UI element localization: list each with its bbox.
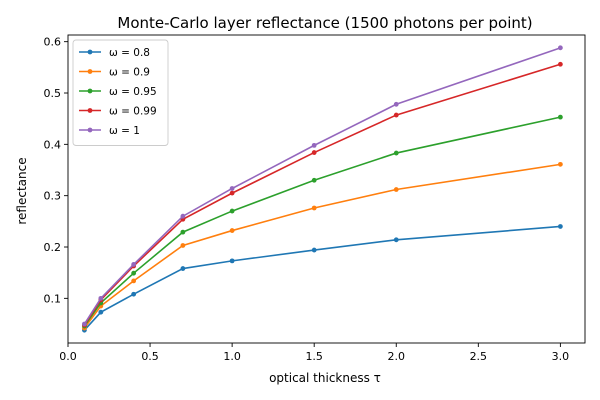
data-point: [393, 237, 399, 243]
legend-entry: ω = 1: [79, 125, 140, 137]
data-point: [229, 258, 235, 264]
data-point: [98, 295, 104, 301]
series-0: [82, 224, 563, 333]
data-point: [98, 309, 104, 315]
data-point: [311, 150, 317, 155]
legend-label: ω = 0.95: [109, 86, 157, 98]
x-tick-label: 0.5: [141, 350, 159, 363]
data-point: [311, 142, 317, 148]
data-point: [82, 321, 87, 327]
series-line: [83, 63, 561, 326]
legend-swatch-marker: [87, 88, 93, 94]
data-point: [229, 228, 235, 233]
legend-label: ω = 0.8: [109, 47, 150, 59]
series-line: [83, 116, 561, 327]
x-tick-label: 1.0: [223, 350, 241, 363]
legend-swatch-marker: [87, 69, 93, 74]
x-tick-label: 2.0: [388, 350, 406, 363]
chart-title: Monte-Carlo layer reflectance (1500 phot…: [117, 14, 532, 32]
legend-label: ω = 0.9: [109, 67, 150, 79]
series-1: [82, 161, 563, 331]
x-tick-label: 2.5: [470, 350, 488, 363]
data-point: [557, 224, 563, 229]
data-point: [557, 45, 563, 51]
data-point: [311, 247, 317, 253]
data-point: [393, 101, 399, 107]
y-tick-label: 0.6: [44, 36, 62, 49]
data-point: [393, 112, 399, 118]
legend-swatch-marker: [87, 49, 93, 55]
data-point: [557, 161, 563, 167]
legend-entry: ω = 0.95: [79, 86, 157, 98]
series-line: [83, 47, 561, 325]
y-axis-label: reflectance: [15, 157, 29, 224]
data-point: [311, 177, 317, 183]
data-point: [229, 190, 235, 196]
legend-label: ω = 0.99: [109, 106, 157, 118]
y-tick-label: 0.2: [44, 241, 62, 254]
data-point: [180, 266, 186, 271]
data-point: [311, 205, 317, 211]
series-line: [83, 163, 561, 329]
legend-entry: ω = 0.8: [79, 47, 150, 59]
data-point: [229, 208, 235, 214]
legend-swatch-marker: [87, 108, 93, 113]
data-point: [557, 61, 563, 67]
axes-frame: [67, 34, 586, 344]
y-tick-label: 0.5: [44, 87, 62, 100]
data-point: [131, 291, 137, 297]
x-tick-label: 1.5: [305, 350, 323, 363]
data-point: [180, 229, 186, 235]
legend-swatch-marker: [87, 127, 93, 133]
y-tick-label: 0.4: [44, 138, 62, 151]
data-point: [131, 262, 137, 267]
plot-area: 0.0 0.5 1.0 1.5 2.0 2.5 3.0 0.1 0.2 0.3 0.4 0.5 0.6: [44, 34, 586, 363]
legend-entry: ω = 0.99: [79, 106, 157, 118]
x-tick-label: 0.0: [59, 350, 77, 363]
y-tick-label: 0.3: [44, 190, 62, 203]
y-tick-label: 0.1: [44, 292, 62, 305]
x-axis-label: optical thickness τ: [269, 371, 381, 385]
legend-entry: ω = 0.9: [79, 67, 150, 79]
data-point: [131, 270, 137, 276]
data-point: [131, 278, 137, 284]
data-point: [393, 187, 399, 192]
legend-label: ω = 1: [109, 125, 140, 137]
legend-box: [72, 39, 169, 146]
data-point: [557, 114, 563, 120]
data-point: [229, 186, 235, 191]
x-tick-label: 3.0: [552, 350, 570, 363]
data-point: [180, 213, 186, 219]
series-2: [82, 114, 563, 329]
data-point: [180, 243, 186, 248]
series-line: [83, 225, 561, 331]
data-point: [393, 150, 399, 156]
series-4: [82, 45, 563, 327]
legend: ω = 0.8 ω = 0.9 ω = 0.95 ω = 0.99 ω = 1: [72, 39, 169, 146]
